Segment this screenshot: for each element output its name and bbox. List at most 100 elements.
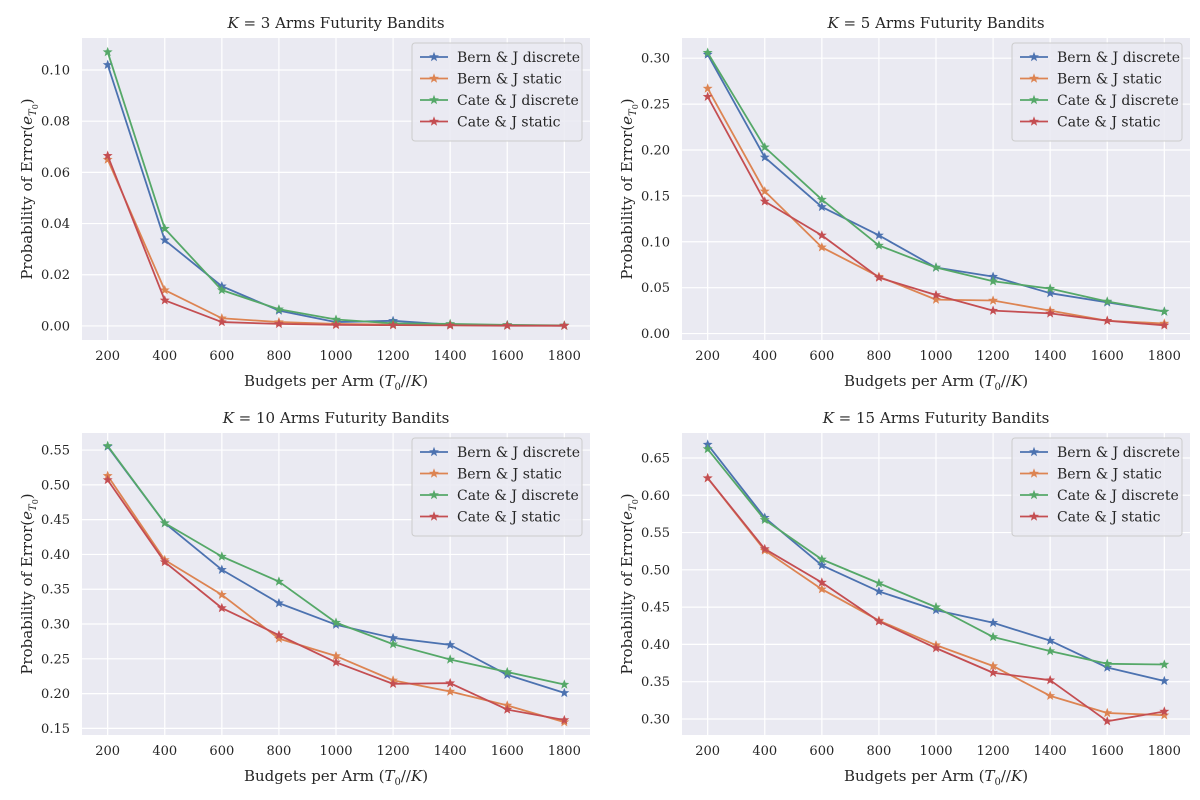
data-point-star	[873, 578, 884, 588]
chart-svg: 200 400 600 800 1000 1200 1400 1600 1800 0.15 0.20…	[18, 409, 590, 788]
legend-marker	[1029, 489, 1039, 500]
x-tick-label: 1000	[319, 349, 352, 364]
x-tick-label: 200	[95, 744, 120, 759]
legend-label: Bern & J static	[457, 72, 562, 88]
data-point-star	[445, 639, 456, 650]
x-tick-label: 200	[695, 744, 720, 759]
y-tick-label: 0.02	[41, 268, 70, 283]
data-point-star	[102, 154, 113, 164]
data-point-star	[1159, 320, 1170, 330]
x-tick-label: 1000	[919, 349, 952, 364]
legend-label: Bern & J discrete	[457, 445, 580, 461]
x-tick-label: 1600	[1091, 349, 1124, 364]
x-axis-label: Budgets per Arm (T0//K)	[844, 767, 1028, 788]
x-tick-label: 800	[867, 349, 892, 364]
x-tick-label: 600	[809, 744, 834, 759]
legend-marker	[429, 116, 439, 126]
chart-svg: 200 400 600 800 1000 1200 1400 1600 1800 0.00 0.05…	[618, 14, 1190, 393]
data-point-star	[273, 304, 284, 314]
data-point-star	[873, 272, 884, 282]
y-tick-label: 0.30	[641, 712, 670, 727]
data-point-star	[931, 262, 941, 272]
legend-label: Bern & J discrete	[457, 50, 580, 66]
data-point-star	[816, 554, 827, 564]
subplot-k3: 200 400 600 800 1000 1200 1400 1600 1800 0.00 0.02…	[0, 0, 600, 400]
data-point-star	[759, 196, 770, 206]
legend-marker	[1029, 94, 1039, 105]
data-point-star	[502, 320, 513, 330]
data-point-star	[1102, 707, 1113, 718]
y-tick-label: 0.40	[41, 548, 70, 563]
data-point-star	[445, 320, 456, 330]
legend-label: Cate & J discrete	[457, 93, 579, 109]
data-point-star	[102, 46, 113, 57]
data-point-star	[702, 83, 713, 93]
legend-box	[411, 437, 583, 537]
y-axis-label: Probability of Error(eT0)	[18, 98, 40, 279]
y-tick-label: 0.60	[641, 489, 670, 504]
data-point-star	[159, 223, 170, 233]
y-tick-label: 0.15	[41, 722, 70, 737]
chart-title: K = 5 Arms Futurity Bandits	[826, 14, 1044, 32]
data-point-star	[331, 650, 341, 661]
data-point-star	[1045, 690, 1056, 701]
y-tick-label: 0.45	[641, 601, 670, 616]
data-point-star	[445, 654, 456, 664]
legend-label: Cate & J static	[1057, 115, 1161, 131]
data-point-star	[1045, 645, 1056, 656]
data-point-star	[816, 584, 827, 594]
subplot-k5: 200 400 600 800 1000 1200 1400 1600 1800 0.00 0.05…	[600, 0, 1200, 400]
data-point-star	[816, 242, 827, 252]
data-point-star	[931, 604, 941, 615]
chart-title: K = 10 Arms Futurity Bandits	[222, 409, 450, 427]
data-point-star	[873, 230, 884, 240]
y-tick-label: 0.50	[41, 478, 70, 493]
y-tick-label: 0.00	[641, 327, 670, 342]
y-tick-label: 0.50	[641, 563, 670, 578]
legend-label: Bern & J static	[1057, 72, 1162, 88]
data-point-star	[988, 660, 999, 671]
data-point-star	[502, 669, 513, 680]
data-point-star	[816, 230, 827, 240]
data-point-star	[1102, 716, 1113, 726]
x-tick-label: 1400	[434, 349, 467, 364]
y-tick-label: 0.35	[641, 675, 670, 690]
data-point-star	[1102, 658, 1113, 668]
legend-label: Cate & J static	[457, 510, 561, 526]
data-point-star	[273, 629, 284, 640]
data-point-star	[331, 617, 341, 627]
data-point-star	[931, 601, 941, 612]
data-point-star	[702, 472, 713, 483]
x-tick-label: 1600	[491, 744, 524, 759]
legend-marker	[429, 73, 439, 83]
data-point-star	[559, 714, 570, 725]
legend: Bern & J discrete Bern & J static Cate & J…	[411, 437, 583, 537]
x-tick-label: 1200	[377, 349, 410, 364]
legend-label: Bern & J static	[1057, 467, 1162, 483]
legend-box	[1011, 437, 1183, 537]
y-tick-label: 0.30	[41, 618, 70, 633]
x-tick-label: 1600	[1091, 744, 1124, 759]
data-point-star	[1159, 706, 1170, 716]
data-point-star	[1159, 710, 1170, 720]
data-point-star	[216, 602, 227, 613]
chart-svg: 200 400 600 800 1000 1200 1400 1600 1800 0.00 0.02…	[18, 14, 590, 393]
data-point-star	[759, 514, 770, 525]
legend-marker	[1029, 468, 1039, 478]
data-point-star	[1159, 306, 1170, 316]
legend-label: Bern & J discrete	[1057, 50, 1180, 66]
y-axis-label: Probability of Error(eT0)	[618, 98, 640, 279]
legend-box	[1011, 42, 1183, 142]
data-point-star	[388, 319, 399, 330]
y-tick-label: 0.20	[41, 687, 70, 702]
data-point-star	[988, 295, 999, 305]
x-tick-label: 800	[267, 349, 292, 364]
data-point-star	[388, 678, 399, 689]
y-tick-label: 0.15	[641, 189, 670, 204]
data-point-star	[931, 294, 941, 304]
data-point-star	[1102, 296, 1113, 306]
data-point-star	[445, 686, 456, 696]
x-tick-label: 800	[867, 744, 892, 759]
data-point-star	[702, 47, 713, 57]
